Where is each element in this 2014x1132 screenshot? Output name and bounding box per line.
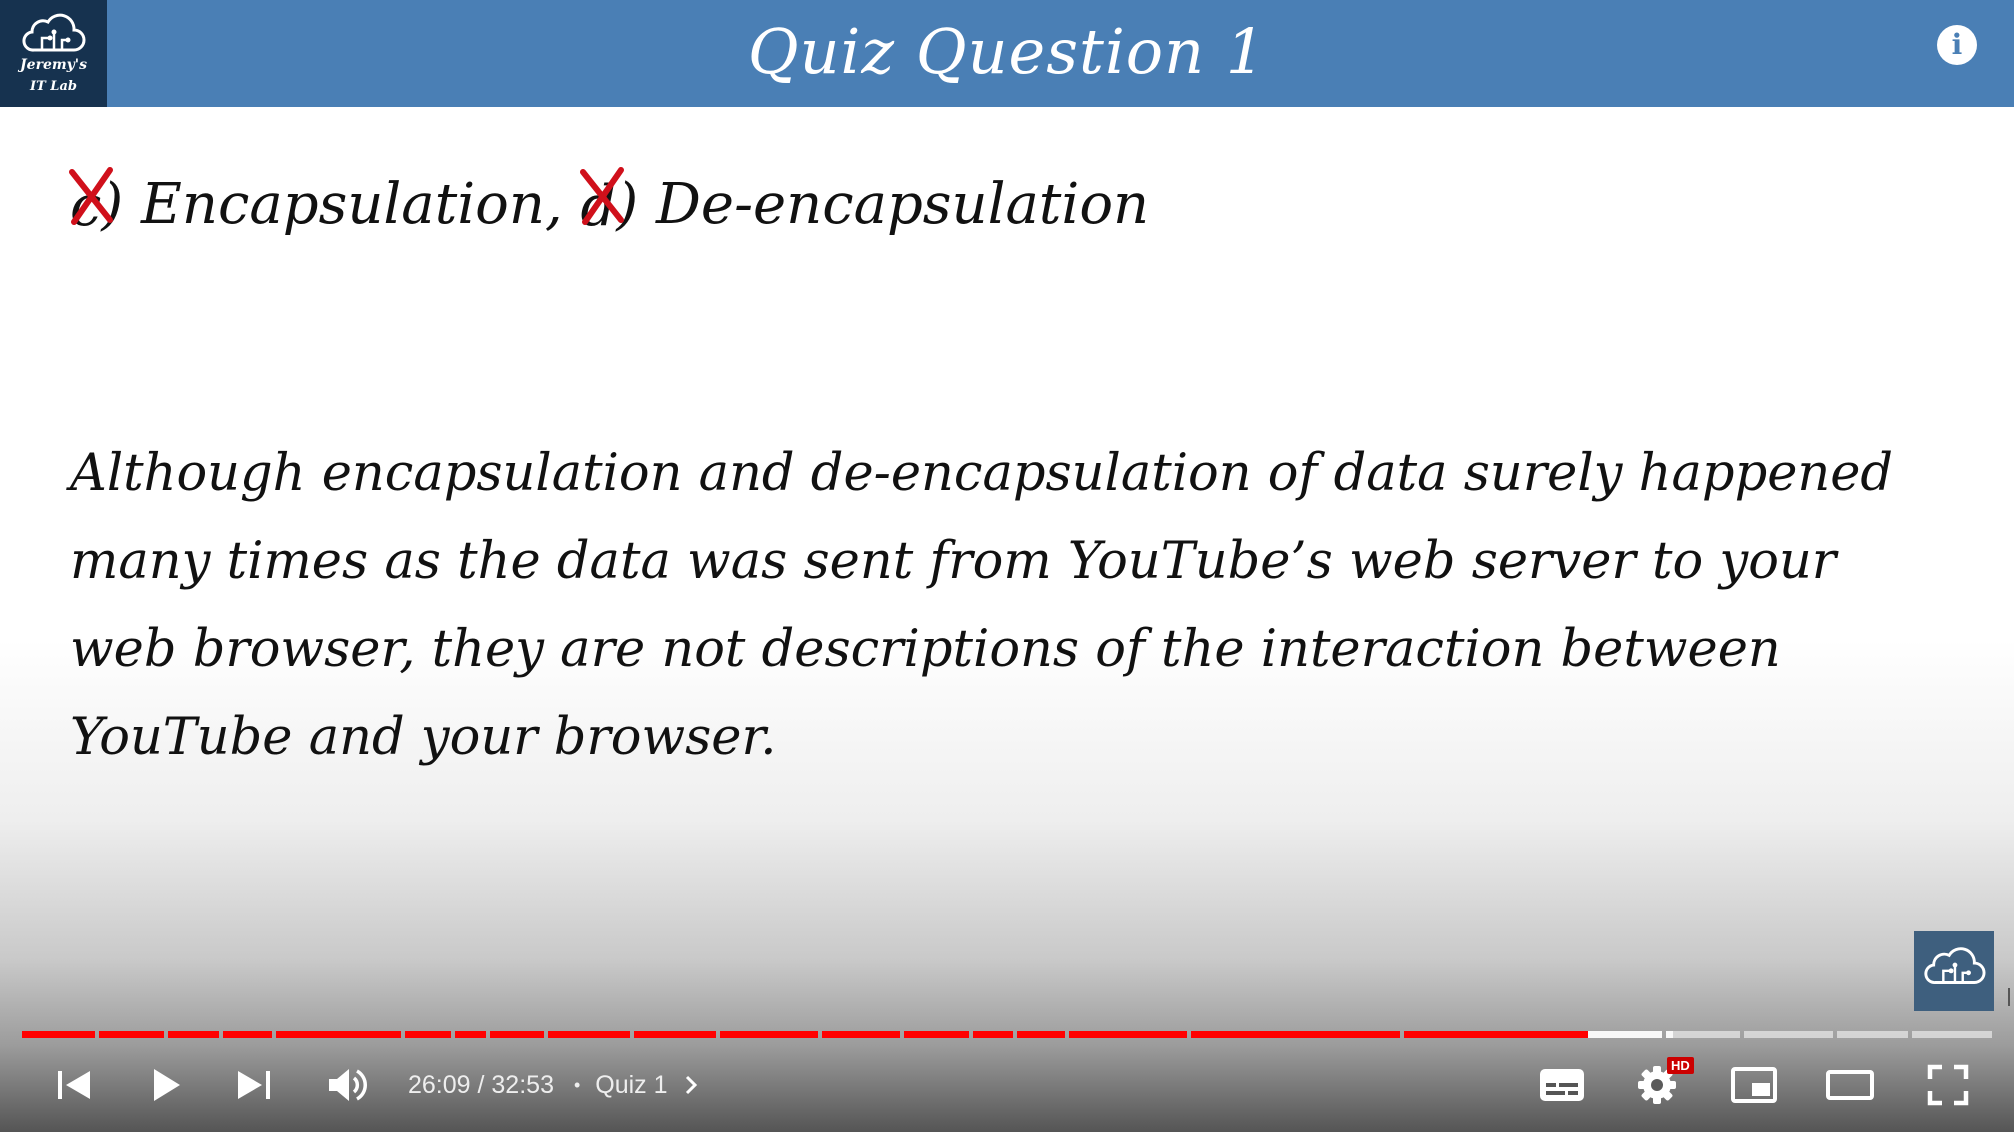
chapter-segment[interactable]	[1743, 1031, 1833, 1038]
fullscreen-icon	[1927, 1064, 1969, 1106]
chapter-segment[interactable]	[99, 1031, 164, 1038]
miniplayer-icon	[1731, 1067, 1777, 1103]
time-separator: /	[470, 1071, 492, 1099]
settings-icon	[1638, 1066, 1676, 1104]
chapter-segment[interactable]	[547, 1031, 631, 1038]
option-d-text: De-encapsulation	[656, 172, 1150, 237]
chapter-segment[interactable]	[720, 1031, 819, 1038]
mute-button[interactable]	[325, 1063, 371, 1107]
progress-bar[interactable]	[22, 1031, 1992, 1038]
slide-header: Jeremy's IT Lab Quiz Question 1 i	[0, 0, 2014, 107]
cross-mark-icon	[579, 167, 624, 225]
chapter-segment[interactable]	[1191, 1031, 1401, 1038]
played-fill	[275, 1031, 401, 1038]
chapter-segment[interactable]	[904, 1031, 969, 1038]
time-display: 26:09 / 32:53	[408, 1068, 554, 1102]
chapter-segment[interactable]	[822, 1031, 900, 1038]
time-total: 32:53	[491, 1071, 554, 1099]
chapter-segment[interactable]	[275, 1031, 401, 1038]
played-fill	[720, 1031, 819, 1038]
chapter-title: Quiz 1	[595, 1071, 668, 1099]
chapter-segment[interactable]	[1666, 1031, 1740, 1038]
option-d: d	[579, 167, 624, 239]
play-icon	[154, 1069, 180, 1101]
played-fill	[822, 1031, 900, 1038]
channel-logo: Jeremy's IT Lab	[0, 0, 107, 107]
chapter-segment[interactable]	[634, 1031, 717, 1038]
option-c: c	[69, 167, 113, 239]
chapter-separator: •	[574, 1075, 581, 1095]
buffered-fill	[1666, 1031, 1673, 1038]
chevron-right-icon	[686, 1075, 698, 1095]
theater-mode-button[interactable]	[1825, 1063, 1875, 1107]
logo-text-line2: IT Lab	[30, 79, 77, 94]
chapter-button[interactable]: • Quiz 1	[574, 1068, 700, 1102]
theater-mode-icon	[1826, 1070, 1874, 1100]
played-fill	[223, 1031, 272, 1038]
option-c-text: Encapsulation,	[141, 172, 563, 237]
chapter-segment[interactable]	[1911, 1031, 1992, 1038]
explanation-text: Although encapsulation and de-encapsulat…	[70, 444, 1894, 767]
played-fill	[547, 1031, 631, 1038]
played-fill	[167, 1031, 220, 1038]
settings-button[interactable]	[1635, 1063, 1679, 1107]
subtitles-button[interactable]	[1538, 1063, 1586, 1107]
channel-watermark[interactable]	[1914, 931, 1994, 1011]
slide-title: Quiz Question 1	[747, 15, 1267, 88]
played-fill	[1016, 1031, 1066, 1038]
played-fill	[22, 1031, 96, 1038]
played-fill	[455, 1031, 487, 1038]
play-button[interactable]	[142, 1063, 186, 1107]
chapter-segment[interactable]	[1404, 1031, 1663, 1038]
logo-text-line1: Jeremy's	[20, 57, 87, 73]
subtitles-icon	[1540, 1069, 1584, 1101]
played-fill	[1069, 1031, 1188, 1038]
chapter-segment[interactable]	[1836, 1031, 1908, 1038]
chapter-segment[interactable]	[22, 1031, 96, 1038]
played-fill	[99, 1031, 164, 1038]
played-fill	[404, 1031, 452, 1038]
chapter-segment[interactable]	[167, 1031, 220, 1038]
chapter-segment[interactable]	[404, 1031, 452, 1038]
played-fill	[1404, 1031, 1589, 1038]
played-fill	[972, 1031, 1013, 1038]
volume-icon	[329, 1069, 367, 1101]
chapter-segment[interactable]	[1069, 1031, 1188, 1038]
cloud-circuit-icon	[22, 13, 86, 52]
next-icon	[238, 1071, 270, 1099]
played-fill	[490, 1031, 544, 1038]
previous-icon	[58, 1071, 90, 1099]
miniplayer-button[interactable]	[1730, 1063, 1778, 1107]
chapter-segment[interactable]	[490, 1031, 544, 1038]
answer-line: c ) Encapsulation, d ) De-encapsulation	[69, 167, 1150, 239]
chapter-segment[interactable]	[455, 1031, 487, 1038]
hd-badge: HD	[1667, 1057, 1694, 1074]
info-icon[interactable]: i	[1937, 25, 1977, 65]
time-current: 26:09	[408, 1071, 471, 1099]
next-button[interactable]	[232, 1063, 276, 1107]
cloud-circuit-icon	[1924, 947, 1986, 984]
cross-mark-icon	[69, 167, 113, 225]
played-fill	[634, 1031, 717, 1038]
mouse-cursor	[2008, 988, 2014, 1006]
played-fill	[1191, 1031, 1401, 1038]
fullscreen-button[interactable]	[1926, 1063, 1970, 1107]
chapter-segment[interactable]	[223, 1031, 272, 1038]
played-fill	[904, 1031, 969, 1038]
chapter-segment[interactable]	[1016, 1031, 1066, 1038]
chapter-segment[interactable]	[972, 1031, 1013, 1038]
previous-button[interactable]	[52, 1063, 96, 1107]
